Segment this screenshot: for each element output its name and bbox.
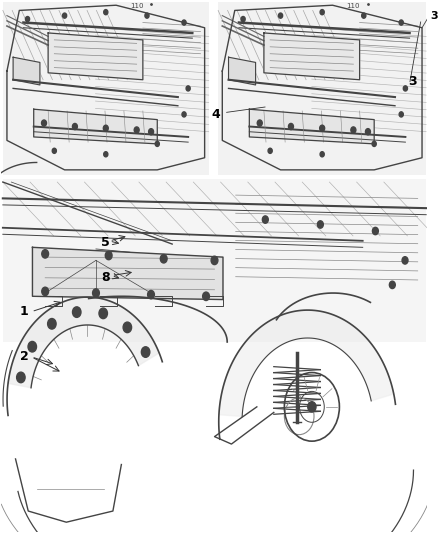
Circle shape [403,86,407,91]
Circle shape [320,125,325,131]
Bar [3,344,426,530]
Circle shape [48,319,56,329]
Circle shape [52,148,57,154]
Circle shape [268,148,272,154]
Circle shape [42,120,46,126]
Circle shape [211,256,218,264]
Circle shape [351,127,356,133]
Text: 110: 110 [130,4,143,10]
Circle shape [160,255,167,263]
Circle shape [289,124,293,130]
Circle shape [279,13,283,18]
Circle shape [399,20,403,25]
Bar [3,2,209,175]
Text: 3: 3 [431,11,438,21]
Circle shape [148,290,154,299]
Circle shape [103,125,108,131]
Circle shape [362,13,366,18]
Circle shape [42,287,49,296]
Circle shape [308,402,316,412]
Text: 8: 8 [101,271,110,284]
Polygon shape [8,297,159,388]
Text: 3: 3 [408,75,417,88]
Circle shape [372,141,376,147]
Circle shape [262,216,268,223]
Circle shape [141,347,150,357]
Circle shape [104,10,108,15]
Circle shape [104,152,108,157]
Polygon shape [229,57,256,85]
Text: 5: 5 [101,236,110,249]
Text: 4: 4 [212,109,220,122]
Circle shape [123,322,131,333]
Polygon shape [13,57,40,85]
Circle shape [399,112,403,117]
Circle shape [203,292,209,301]
Circle shape [42,249,49,258]
Text: 110: 110 [346,4,360,10]
Circle shape [182,20,186,25]
Polygon shape [34,109,157,144]
Circle shape [25,17,30,22]
Circle shape [145,13,149,18]
Polygon shape [32,247,223,300]
Circle shape [320,152,324,157]
Circle shape [148,128,154,135]
Bar [3,179,426,342]
Text: 2: 2 [20,350,28,364]
Circle shape [186,86,190,91]
Polygon shape [264,33,360,80]
Circle shape [402,257,408,264]
Polygon shape [219,310,394,416]
Circle shape [105,251,112,260]
Bar [218,2,426,175]
Polygon shape [249,109,374,144]
Circle shape [63,13,67,18]
Circle shape [73,307,81,317]
Circle shape [389,281,395,288]
Circle shape [182,112,186,117]
Circle shape [257,120,262,126]
Circle shape [318,221,323,228]
Circle shape [320,10,324,15]
Polygon shape [48,33,143,80]
Circle shape [72,124,78,130]
Circle shape [241,17,245,22]
Circle shape [17,372,25,383]
Circle shape [372,227,378,235]
Circle shape [28,342,36,352]
Circle shape [365,128,371,135]
Circle shape [134,127,139,133]
Text: 1: 1 [20,305,28,318]
Circle shape [92,289,99,297]
Circle shape [99,308,107,319]
Circle shape [155,141,159,147]
